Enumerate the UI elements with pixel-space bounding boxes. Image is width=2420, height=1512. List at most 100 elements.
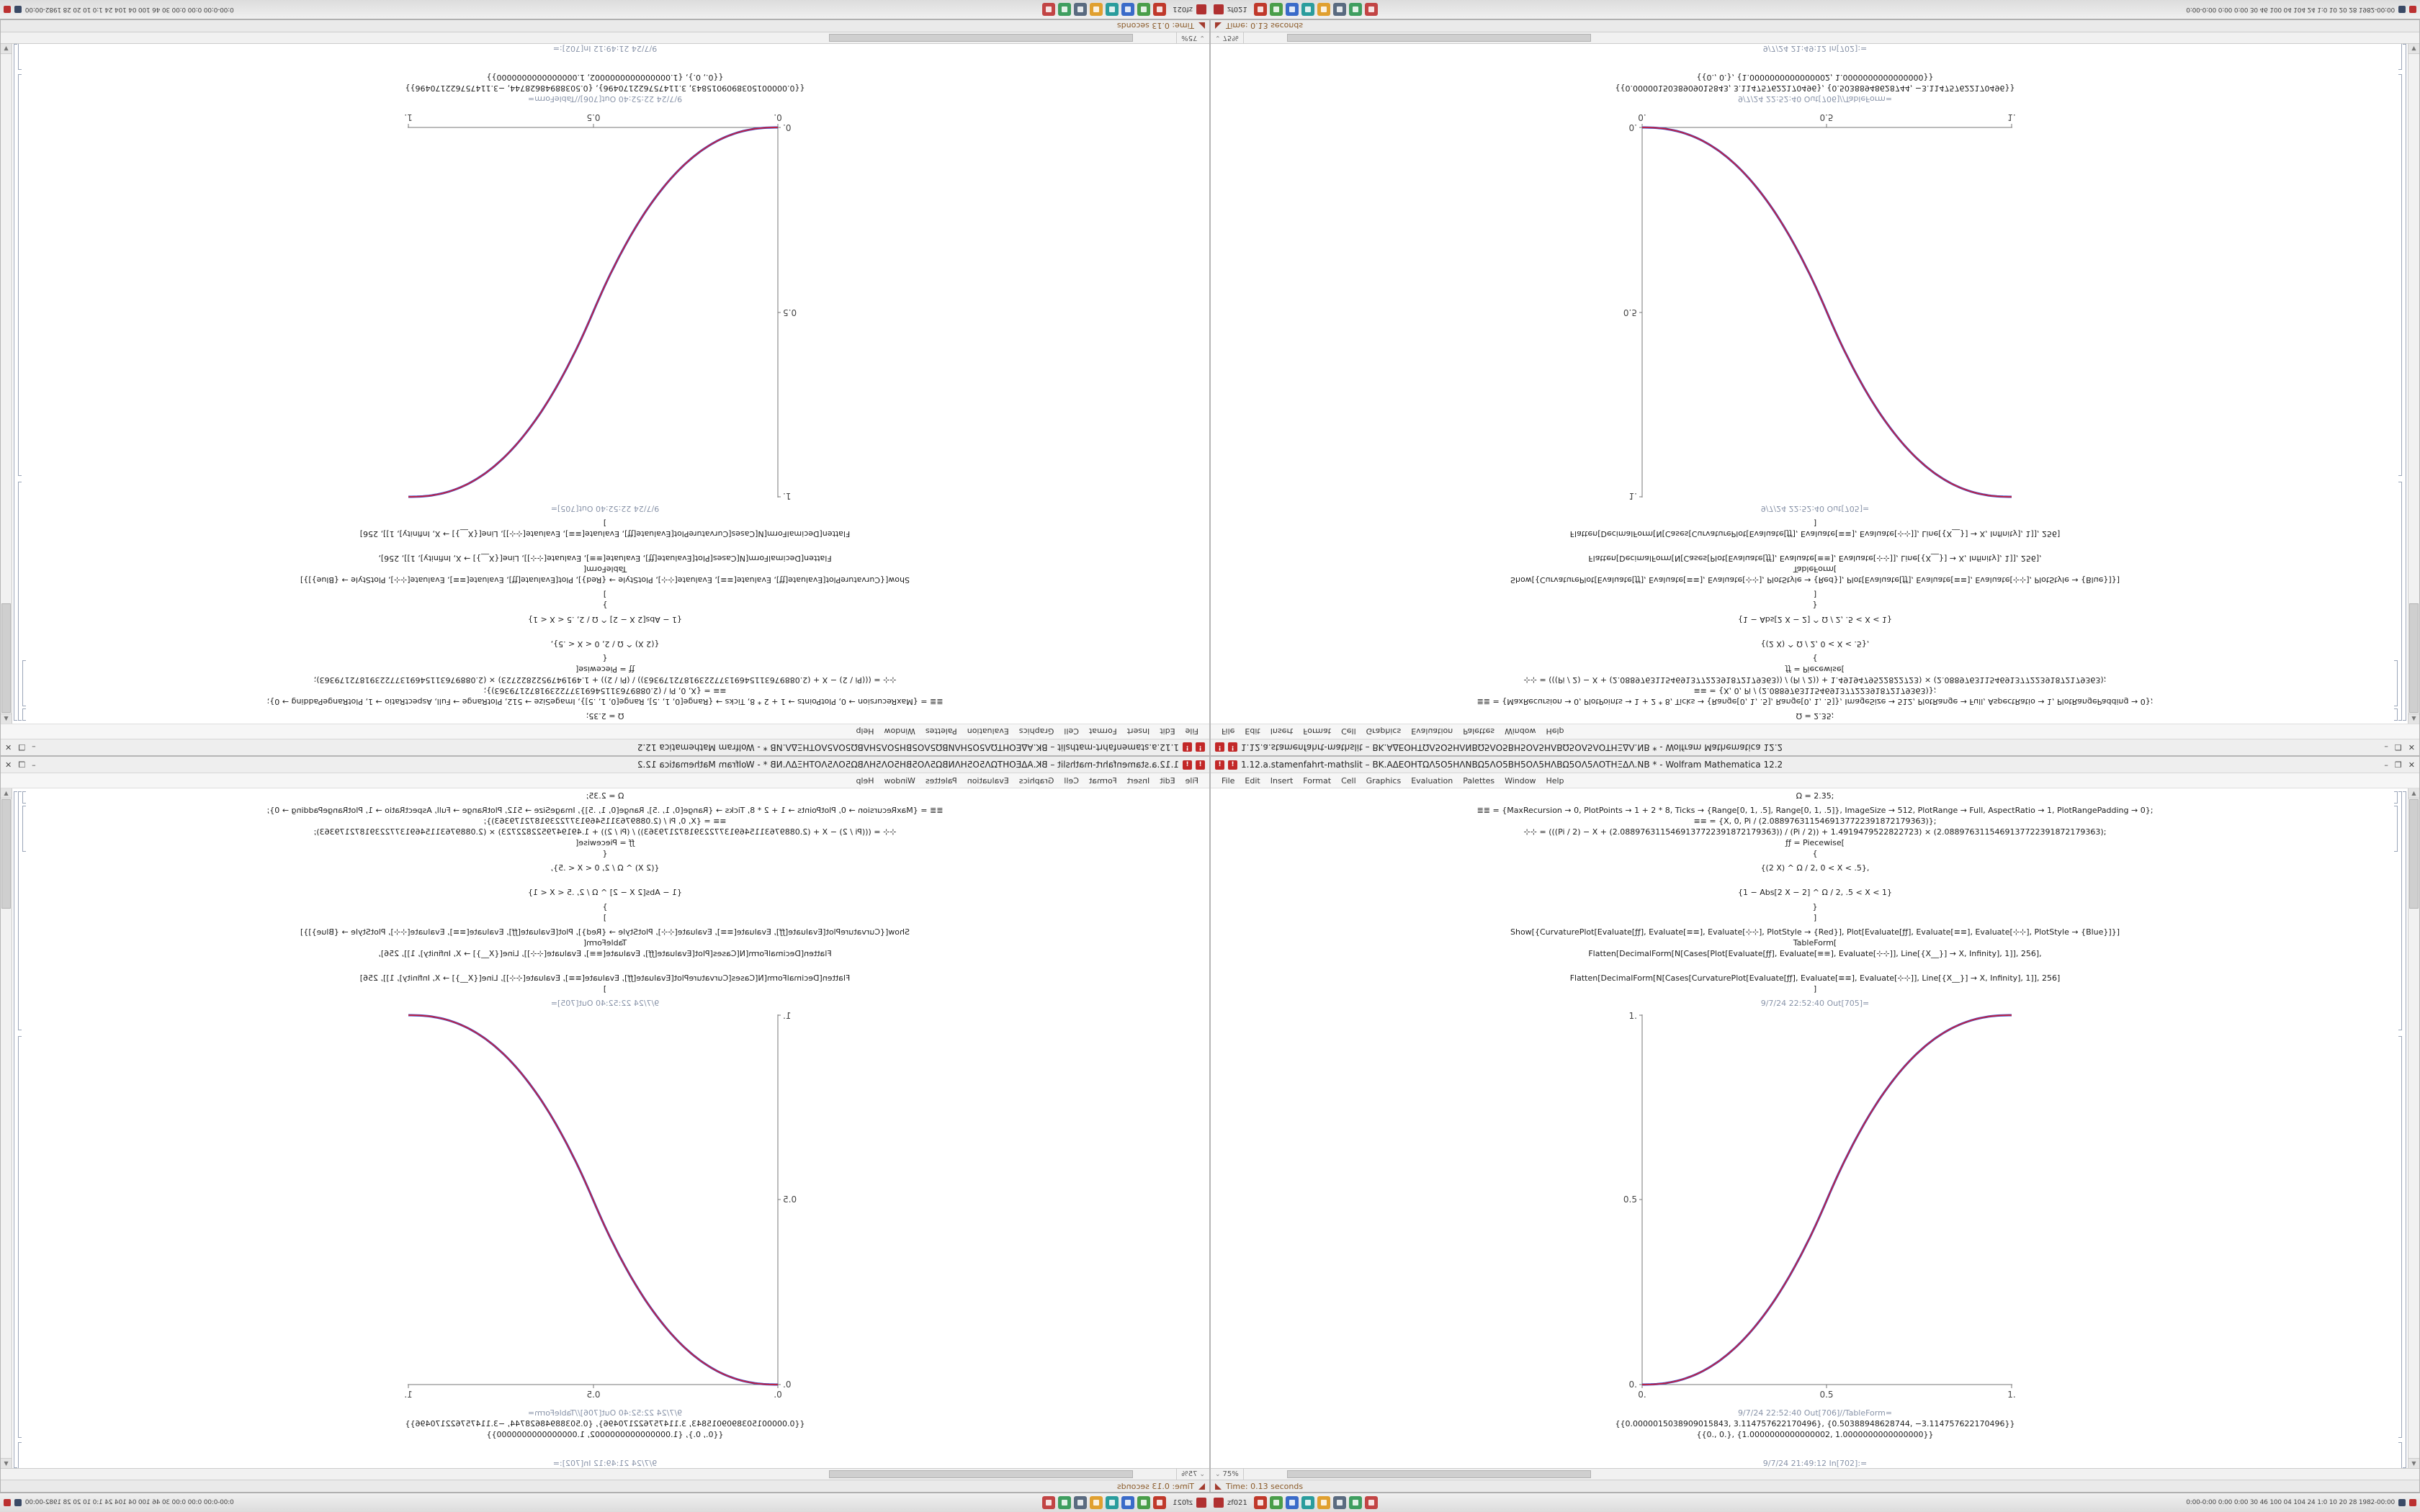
cell-bracket[interactable] — [14, 791, 17, 1468]
cell-line[interactable]: {(2 X) ^ Ω / 2, 0 < X < .5}, — [1760, 863, 1870, 873]
close-button[interactable]: ✕ — [5, 760, 12, 770]
cell-bracket[interactable] — [22, 806, 26, 852]
vertical-scrollbar[interactable]: ▲ ▼ — [2408, 44, 2419, 724]
cell-line[interactable]: 9/7/24 21:49:12 In[702]:= — [552, 44, 658, 53]
tray-icon[interactable] — [4, 6, 11, 13]
menu-palettes[interactable]: Palettes — [925, 775, 957, 786]
menu-graphics[interactable]: Graphics — [1366, 775, 1402, 786]
cell-bracket[interactable] — [22, 791, 26, 804]
cell-bracket[interactable] — [2398, 44, 2402, 70]
menu-format[interactable]: Format — [1088, 726, 1117, 737]
menu-evaluation[interactable]: Evaluation — [1411, 775, 1453, 786]
cell-line[interactable]: ƒƒ = Piecewise[ — [1785, 838, 1845, 847]
app-icon-1[interactable] — [1153, 3, 1167, 16]
zoom-level[interactable]: ⌄ 75% — [1211, 1469, 1244, 1480]
menu-edit[interactable]: Edit — [1245, 775, 1260, 786]
cell-line[interactable]: 9/7/24 22:52:40 Out[705]= — [1760, 999, 1870, 1008]
tray-icon[interactable] — [2409, 6, 2416, 13]
cell-line[interactable]: 9/7/24 22:52:40 Out[706]//TableForm= — [1737, 1408, 1893, 1418]
app-icon-7[interactable] — [1058, 3, 1072, 16]
cell-bracket[interactable] — [22, 708, 26, 721]
cell-line[interactable]: {{0., 0.}, {1.0000000000000002, 1.000000… — [1696, 1430, 1934, 1439]
menu-cell[interactable]: Cell — [1064, 775, 1079, 786]
start-icon[interactable] — [1214, 4, 1224, 14]
cell-bracket[interactable] — [2403, 791, 2406, 1468]
scrollbar-thumb[interactable] — [1, 799, 11, 909]
menu-palettes[interactable]: Palettes — [1463, 726, 1495, 737]
app-icon-5[interactable] — [1090, 1496, 1103, 1509]
hscroll-thumb[interactable] — [829, 34, 1134, 42]
cell-line[interactable]: } — [602, 902, 608, 912]
cell-line[interactable]: 9/7/24 22:52:40 Out[706]//TableForm= — [1737, 94, 1893, 104]
app-icon-6[interactable] — [1332, 3, 1346, 16]
menu-help[interactable]: Help — [856, 775, 874, 786]
menu-insert[interactable]: Insert — [1126, 775, 1150, 786]
app-icon-8[interactable] — [1042, 3, 1056, 16]
cell-line[interactable]: { — [1812, 849, 1818, 858]
cell-line[interactable]: {1 − Abs[2 X − 2] ^ Ω / 2, .5 < X < 1} — [527, 888, 683, 897]
app-icon-4[interactable] — [1301, 1496, 1314, 1509]
cell-line[interactable]: ≡≡ = {X, 0, Pi / (2.08897631154691377223… — [1693, 686, 1937, 696]
menu-file[interactable]: File — [1222, 726, 1235, 737]
menu-edit[interactable]: Edit — [1160, 726, 1175, 737]
scrollbar-thumb[interactable] — [2409, 603, 2419, 713]
cell-line[interactable]: {1 − Abs[2 X − 2] ^ Ω / 2, .5 < X < 1} — [527, 615, 683, 624]
app-icon-8[interactable] — [1042, 1496, 1056, 1509]
cell-line[interactable]: ≡≡ = {X, 0, Pi / (2.08897631154691377223… — [483, 686, 727, 696]
cell-line[interactable]: Ω = 2.35; — [586, 711, 624, 721]
menu-cell[interactable]: Cell — [1341, 726, 1356, 737]
horizontal-scrollbar[interactable]: ⌄ 75% — [1, 32, 1209, 44]
cell-line[interactable]: 9/7/24 21:49:12 In[702]:= — [1762, 1459, 1868, 1468]
tray-icon[interactable] — [14, 6, 22, 13]
cell-line[interactable]: {{0., 0.}, {1.0000000000000002, 1.000000… — [1696, 73, 1934, 82]
vertical-scrollbar[interactable]: ▲ ▼ — [1, 788, 12, 1468]
app-icon-1[interactable] — [1253, 1496, 1267, 1509]
cell-bracket[interactable] — [18, 1442, 22, 1468]
cell-line[interactable]: 9/7/24 22:52:40 Out[705]= — [550, 504, 660, 513]
app-icon-3[interactable] — [1121, 1496, 1135, 1509]
horizontal-scrollbar[interactable]: ⌄ 75% — [1, 1468, 1209, 1480]
cell-line[interactable]: {1 − Abs[2 X − 2] ^ Ω / 2, .5 < X < 1} — [1737, 615, 1893, 624]
menu-help[interactable]: Help — [1546, 775, 1564, 786]
cell-line[interactable]: ⊹⊹ = (((Pi / 2) − X + (2.088976311546913… — [1523, 827, 2107, 837]
cell-line[interactable]: {(2 X) ^ Ω / 2, 0 < X < .5}, — [1760, 639, 1870, 649]
cell-line[interactable]: Ω = 2.35; — [1796, 711, 1834, 721]
menu-window[interactable]: Window — [884, 775, 915, 786]
close-button[interactable]: ✕ — [5, 742, 12, 752]
scroll-up-icon[interactable]: ▲ — [2408, 714, 2419, 724]
cell-line[interactable]: ] — [603, 518, 607, 528]
maximize-button[interactable]: ❐ — [2394, 742, 2402, 752]
cell-line[interactable]: Ω = 2.35; — [586, 791, 624, 801]
maximize-button[interactable]: ❐ — [18, 760, 26, 770]
cell-bracket[interactable] — [2398, 791, 2402, 1030]
cell-line[interactable]: {{0.0000015038909015843, 3.1147576221704… — [1615, 1419, 2015, 1428]
cell-line[interactable]: Flatten[DecimalForm[N[Cases[CurvaturePlo… — [359, 973, 851, 983]
cell-line[interactable]: ] — [1813, 984, 1817, 994]
app-icon-6[interactable] — [1074, 3, 1088, 16]
cell-line[interactable]: ƒƒ = Piecewise[ — [575, 665, 635, 674]
app-icon-2[interactable] — [1137, 1496, 1151, 1509]
cell-line[interactable]: ƒƒ = Piecewise[ — [575, 838, 635, 847]
scroll-up-icon[interactable]: ▲ — [1, 788, 12, 798]
cell-bracket[interactable] — [18, 44, 22, 70]
menu-insert[interactable]: Insert — [1270, 726, 1294, 737]
app-icon-7[interactable] — [1058, 1496, 1072, 1509]
app-icon-7[interactable] — [1348, 3, 1362, 16]
cell-line[interactable]: } — [1812, 600, 1818, 610]
tray-icon[interactable] — [4, 1499, 11, 1506]
start-icon[interactable] — [1196, 1498, 1206, 1508]
menu-edit[interactable]: Edit — [1245, 726, 1260, 737]
cell-bracket[interactable] — [2394, 660, 2398, 706]
cell-line[interactable]: TableForm[ — [583, 564, 627, 574]
zoom-level[interactable]: ⌄ 75% — [1211, 32, 1244, 43]
cell-line[interactable]: { — [602, 849, 608, 858]
cell-bracket[interactable] — [18, 74, 22, 476]
app-icon-5[interactable] — [1317, 1496, 1330, 1509]
cell-line[interactable]: {{0.0000015038909015843, 3.1147576221704… — [1615, 84, 2015, 93]
start-icon[interactable] — [1214, 1498, 1224, 1508]
scroll-down-icon[interactable]: ▼ — [2408, 1458, 2419, 1468]
cell-line[interactable]: ⊹⊹ = (((Pi / 2) − X + (2.088976311546913… — [313, 675, 897, 685]
menu-window[interactable]: Window — [884, 726, 915, 737]
cell-line[interactable]: ≡≡ = {X, 0, Pi / (2.08897631154691377223… — [1693, 816, 1937, 826]
app-icon-3[interactable] — [1121, 3, 1135, 16]
